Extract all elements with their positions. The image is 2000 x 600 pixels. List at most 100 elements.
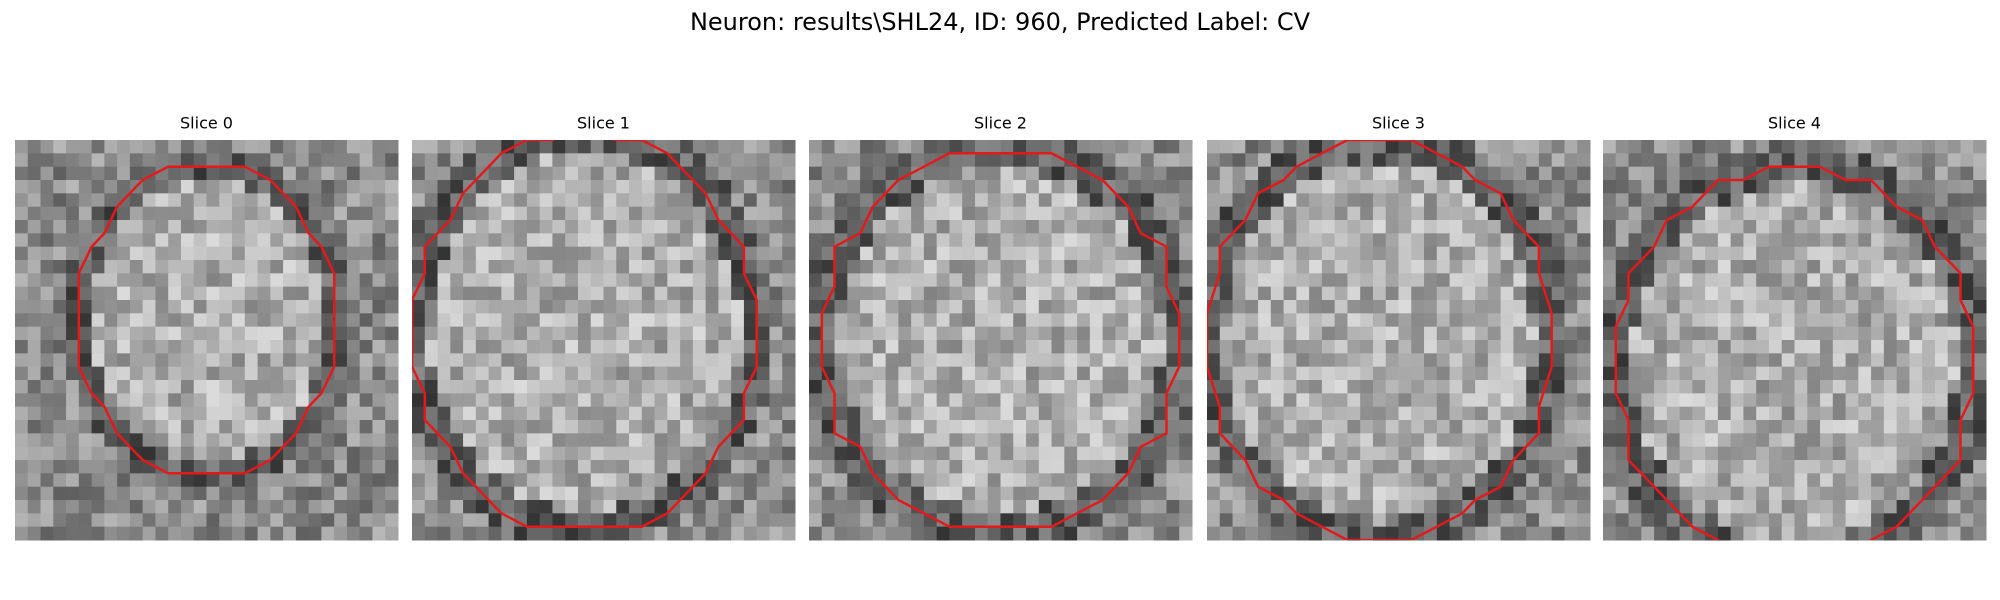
pixel [1654, 460, 1668, 474]
pixel [590, 313, 604, 328]
pixel [437, 420, 451, 434]
pixel [1140, 300, 1155, 314]
pixel [1615, 500, 1630, 514]
pixel [769, 206, 783, 221]
pixel [295, 286, 310, 301]
pixel [1166, 233, 1180, 248]
pixel [1128, 326, 1142, 341]
pixel [1140, 313, 1155, 328]
pixel [1424, 366, 1438, 381]
pixel [334, 313, 348, 328]
pixel [526, 260, 541, 274]
pixel [885, 140, 899, 154]
pixel [437, 473, 451, 488]
pixel [1372, 380, 1387, 394]
pixel [974, 340, 989, 354]
pixel [295, 513, 310, 528]
pixel [1922, 380, 1936, 394]
pixel [667, 446, 681, 461]
pixel [27, 393, 42, 408]
pixel [1794, 153, 1808, 168]
pixel [1270, 500, 1285, 514]
pixel [1372, 340, 1387, 354]
pixel [1270, 353, 1285, 368]
pixel [1219, 526, 1234, 541]
pixel [629, 420, 643, 434]
pixel [834, 340, 848, 354]
pixel [756, 353, 770, 368]
pixel [193, 220, 207, 234]
pixel [1487, 166, 1502, 181]
pixel [654, 286, 668, 301]
pixel [1960, 246, 1974, 261]
pixel [847, 420, 861, 434]
pixel [860, 446, 874, 461]
pixel [117, 313, 131, 328]
pixel [590, 140, 604, 154]
pixel [872, 446, 887, 461]
pixel [1436, 340, 1451, 354]
pixel [117, 260, 131, 274]
pixel [1871, 326, 1885, 341]
pixel [1666, 446, 1681, 461]
pixel [1807, 366, 1821, 381]
pixel [1858, 460, 1872, 474]
pixel [104, 433, 118, 448]
pixel [552, 313, 566, 328]
pixel [1960, 166, 1974, 181]
pixel [257, 433, 271, 448]
pixel [1089, 180, 1104, 194]
pixel [78, 326, 93, 341]
pixel [1679, 473, 1693, 488]
pixel [1038, 300, 1053, 314]
pixel [129, 300, 144, 314]
pixel [731, 473, 745, 488]
pixel [1820, 246, 1834, 261]
pixel [66, 220, 80, 234]
pixel [987, 233, 1001, 248]
pixel [1372, 300, 1387, 314]
pixel [1666, 313, 1681, 328]
pixel [654, 446, 668, 461]
pixel [654, 206, 668, 221]
pixel [437, 353, 451, 368]
pixel [1513, 353, 1527, 368]
pixel [475, 393, 490, 408]
pixel [1781, 460, 1795, 474]
pixel [1577, 500, 1591, 514]
pixel [1102, 260, 1116, 274]
pixel [1679, 260, 1693, 274]
pixel [1475, 193, 1489, 208]
pixel [1360, 473, 1374, 488]
pixel [1232, 166, 1246, 181]
pixel [1679, 220, 1693, 234]
pixel [1577, 180, 1591, 194]
pixel [1781, 500, 1795, 514]
pixel [1832, 513, 1847, 528]
pixel [1538, 206, 1553, 221]
pixel [104, 166, 118, 181]
pixel [1526, 246, 1540, 261]
pixel [911, 326, 925, 341]
pixel [577, 140, 592, 154]
pixel [1128, 233, 1142, 248]
pixel [1794, 193, 1808, 208]
pixel [1500, 140, 1514, 154]
pixel [1372, 526, 1387, 541]
pixel [1756, 180, 1770, 194]
pixel [91, 380, 105, 394]
pixel [104, 406, 118, 421]
pixel [885, 406, 899, 421]
pixel [1436, 246, 1451, 261]
pixel [501, 433, 515, 448]
pixel [1347, 446, 1361, 461]
pixel [923, 406, 938, 421]
pixel [962, 340, 976, 354]
pixel [1538, 340, 1553, 354]
pixel [1641, 193, 1655, 208]
pixel [1360, 193, 1374, 208]
pixel [1000, 153, 1014, 168]
pixel [463, 260, 477, 274]
pixel [385, 166, 399, 181]
pixel [603, 420, 617, 434]
